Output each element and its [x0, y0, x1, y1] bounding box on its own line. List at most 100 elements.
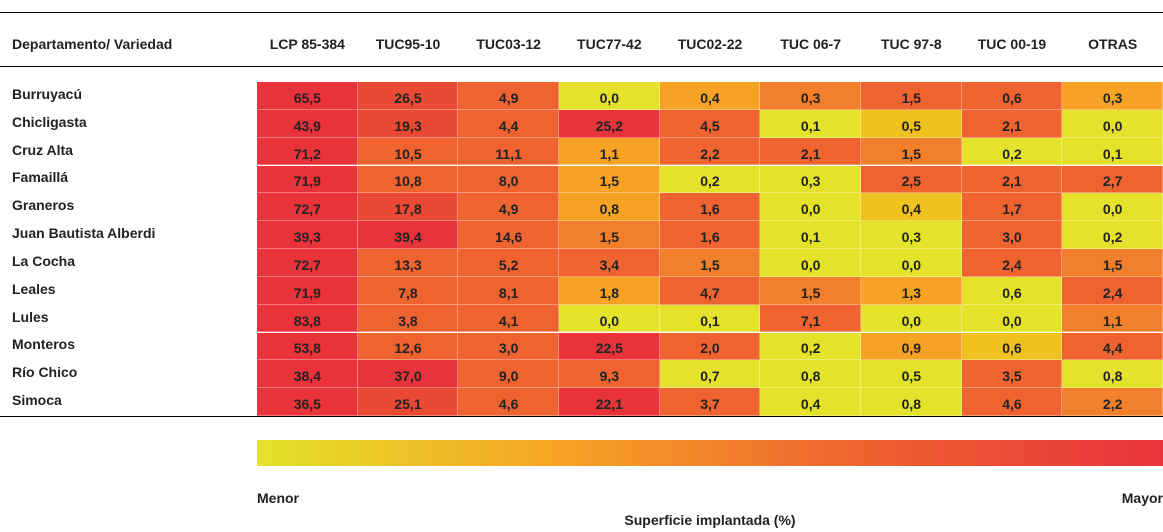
heat-cell [760, 276, 861, 305]
heat-cell [257, 137, 358, 166]
heat-cell [559, 276, 660, 305]
cell-value: 37,0 [394, 368, 422, 385]
heat-cell [458, 304, 559, 333]
row-label: Cruz Alta [12, 141, 73, 158]
cell-value: 9,0 [498, 368, 519, 385]
cell-value: 0,2 [800, 340, 821, 357]
cell-value: 2,1 [1002, 117, 1022, 134]
cell-value: 3,0 [498, 340, 519, 357]
row-label: Graneros [12, 197, 75, 214]
cell-value: 0,1 [800, 117, 821, 134]
heat-cell [659, 360, 761, 389]
cell-value: 26,5 [394, 89, 422, 106]
cell-value: 1,1 [599, 145, 620, 162]
heat-cell [861, 221, 962, 249]
heat-cell [861, 388, 962, 416]
heat-cell [1062, 360, 1163, 389]
cell-value: 72,7 [293, 256, 321, 273]
cell-value: 0,8 [599, 201, 620, 218]
cell-value: 22,1 [595, 396, 623, 413]
color-scale [257, 440, 1163, 466]
cell-value: 72,7 [293, 201, 321, 218]
cell-value: 0,3 [901, 229, 922, 246]
cell-value: 1,6 [700, 201, 720, 218]
cell-value: 0,0 [800, 201, 821, 218]
cell-value: 9,3 [599, 368, 620, 385]
heat-cell [659, 193, 761, 222]
heat-cell [559, 109, 660, 138]
top-rule [0, 12, 1163, 13]
cell-value: 1,5 [800, 284, 821, 301]
heat-cell [760, 360, 861, 389]
heat-cell [961, 388, 1063, 416]
heat-cell [458, 82, 559, 110]
header-cell: TUC 00-19 [977, 36, 1047, 52]
cell-value: 4,4 [498, 117, 519, 134]
cell-value: 38,4 [293, 368, 321, 385]
heat-cell [861, 165, 962, 194]
heat-cell [257, 109, 358, 138]
heat-cell [861, 109, 962, 138]
heat-cell [559, 360, 660, 389]
heat-cell [559, 193, 660, 222]
heat-cell [1062, 109, 1163, 138]
heat-cell [961, 249, 1063, 277]
heat-cell [861, 304, 962, 333]
heat-cell [961, 193, 1063, 222]
cell-value: 0,1 [700, 312, 720, 329]
cell-value: 0,8 [901, 396, 922, 413]
cell-value: 1,5 [599, 173, 620, 190]
cell-value: 39,4 [394, 229, 422, 246]
cell-value: 12,6 [394, 340, 422, 357]
heat-cell [257, 249, 358, 277]
heat-cell [861, 332, 962, 361]
cell-value: 0,0 [1102, 117, 1123, 134]
cell-value: 1,6 [700, 229, 720, 246]
heat-cell [760, 304, 861, 333]
heat-cell [961, 304, 1063, 333]
heat-cell [961, 332, 1063, 361]
cell-value: 13,3 [394, 256, 422, 273]
heat-cell [257, 332, 358, 361]
heat-cell [961, 82, 1063, 110]
header-cell: TUC03-12 [476, 36, 541, 52]
heat-cell [559, 332, 660, 361]
cell-value: 2,1 [800, 145, 821, 162]
heat-cell [659, 249, 761, 277]
cell-value: 1,7 [1002, 201, 1022, 218]
heat-cell [659, 221, 761, 249]
header-cell: LCP 85-384 [269, 36, 345, 52]
cell-value: 2,2 [1102, 396, 1123, 413]
cell-value: 4,4 [1102, 340, 1123, 357]
heat-cell [357, 137, 459, 166]
cell-value: 19,3 [394, 117, 422, 134]
header-cell: TUC 97-8 [880, 36, 942, 52]
heat-cell [861, 193, 962, 222]
cell-value: 65,5 [293, 89, 321, 106]
cell-value: 7,1 [800, 312, 821, 329]
cell-value: 25,2 [595, 117, 623, 134]
cell-value: 2,2 [700, 145, 720, 162]
cell-value: 1,8 [599, 284, 620, 301]
cell-value: 0,1 [800, 229, 821, 246]
heat-cell [357, 165, 459, 194]
cell-value: 2,5 [901, 173, 922, 190]
heat-cell [659, 82, 761, 110]
cell-value: 0,1 [1102, 145, 1123, 162]
heat-cell [559, 137, 660, 166]
cell-value: 3,7 [700, 396, 720, 413]
cell-value: 0,3 [800, 89, 821, 106]
heat-cell [357, 304, 459, 333]
heat-cell [659, 304, 761, 333]
cell-value: 2,4 [1102, 284, 1123, 301]
scale-title: Superficie implantada (%) [624, 512, 796, 528]
heat-cell [861, 249, 962, 277]
heat-cell [659, 332, 761, 361]
cell-value: 1,5 [901, 145, 922, 162]
heat-cell [559, 388, 660, 416]
heat-cell [1062, 276, 1163, 305]
heat-cell [760, 388, 861, 416]
cell-value: 4,6 [498, 396, 519, 413]
cell-value: 2,1 [1002, 173, 1022, 190]
